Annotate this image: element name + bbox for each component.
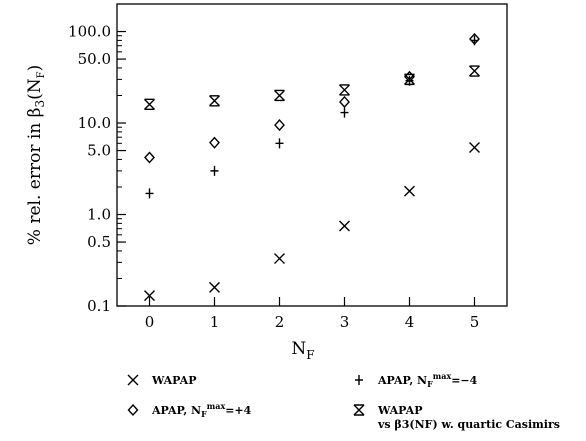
- data-point-xbar: [144, 98, 155, 111]
- y-tick-label: 0.1: [87, 297, 111, 315]
- y-axis-label: % rel. error in β3(NF): [25, 65, 47, 245]
- data-point-diamond: [404, 70, 415, 83]
- legend-label: WAPAP: [151, 374, 196, 387]
- y-tick-label: 5.0: [87, 142, 111, 160]
- data-point-diamond: [144, 151, 155, 164]
- data-point-diamond: [469, 32, 480, 45]
- y-tick-label: 100.0: [68, 23, 111, 41]
- x-tick-label: 2: [275, 313, 285, 331]
- data-point-xbar: [404, 73, 415, 86]
- x-tick-label: 4: [405, 313, 415, 331]
- y-tick-label: 50.0: [78, 50, 111, 68]
- x-axis-label: NF: [291, 339, 314, 362]
- legend-label: APAP, NFmax=−4: [377, 371, 478, 389]
- data-point-x: [144, 290, 155, 302]
- y-tick-label: 1.0: [87, 206, 111, 224]
- legend-label-line2: vs β3(NF) w. quartic Casimirs: [377, 418, 560, 431]
- data-point-plus: [210, 165, 219, 176]
- legend-item: WAPAP: [127, 374, 196, 387]
- legend-item: APAP, NFmax=+4: [127, 401, 252, 419]
- data-point-diamond: [339, 95, 350, 108]
- x-tick-label: 0: [145, 313, 155, 331]
- legend-label: APAP, NFmax=+4: [151, 401, 252, 419]
- x-axis: 0 1 2 3 4 5: [145, 297, 480, 331]
- data-point-diamond: [209, 136, 220, 149]
- legend-label: WAPAP: [377, 404, 422, 417]
- data-point-x: [274, 253, 285, 265]
- data-point-x: [469, 142, 480, 154]
- legend-marker-xbar: [353, 404, 365, 416]
- legend-marker-plus: [355, 375, 363, 385]
- data-point-plus: [340, 107, 349, 118]
- data-point-xbar: [209, 95, 220, 107]
- data-point-xbar: [469, 65, 480, 77]
- y-tick-label: 0.5: [87, 233, 111, 251]
- x-tick-label: 1: [210, 313, 220, 331]
- data-point-xbar: [274, 89, 285, 102]
- y-tick-label: 10.0: [78, 114, 111, 132]
- data-point-plus: [145, 188, 154, 199]
- data-point-x: [339, 220, 350, 232]
- data-point-x: [404, 185, 415, 197]
- data-point-xbar: [339, 84, 350, 96]
- data-point-plus: [275, 138, 284, 149]
- legend-marker-diamond: [127, 403, 139, 417]
- data-points: [144, 32, 480, 302]
- legend-marker-x: [127, 374, 139, 386]
- legend-item: APAP, NFmax=−4: [355, 371, 478, 389]
- data-point-diamond: [274, 119, 285, 132]
- plot-frame: [116, 3, 508, 307]
- data-point-x: [209, 281, 220, 293]
- y-axis: 0.1 0.5 1.0 5.0 10.0 50.0 100.0: [68, 3, 126, 315]
- x-tick-label: 3: [340, 313, 350, 331]
- x-tick-label: 5: [470, 313, 480, 331]
